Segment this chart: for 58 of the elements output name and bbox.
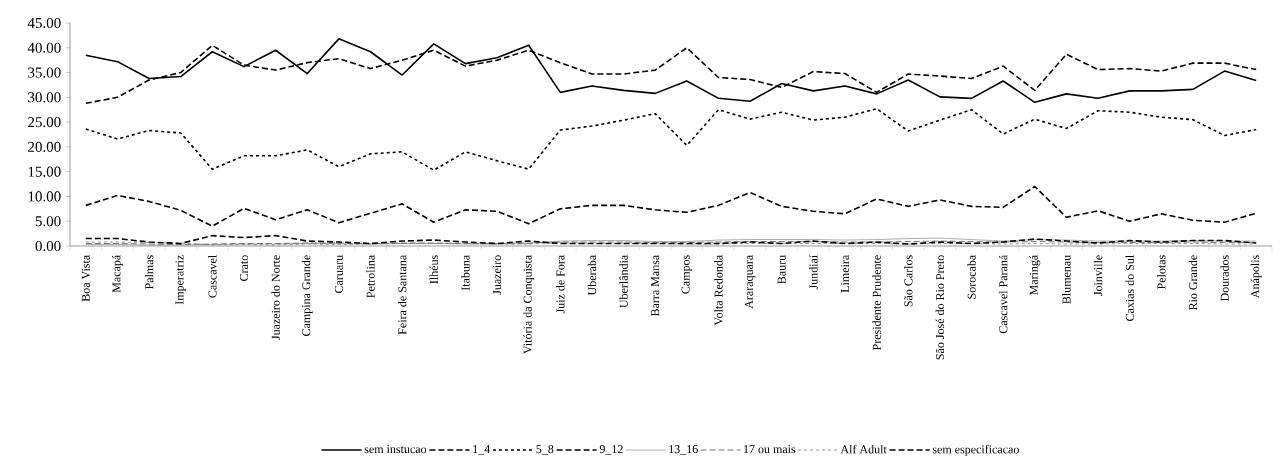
x-tick-label: Juazeiro do Norte — [271, 255, 280, 340]
x-tick-label: Petrolina — [366, 254, 375, 298]
x-tick-label: Maringá — [1029, 254, 1041, 296]
x-tick-label: Volta Redonda — [714, 254, 723, 326]
x-tick-label: Bauru — [777, 255, 786, 284]
legend-label: 17 ou mais — [744, 445, 796, 454]
y-tick-label: 10.00 — [28, 191, 61, 202]
x-tick-label: Vitória da Conquista — [523, 254, 535, 354]
x-tick-label: Presidente Prudente — [872, 255, 881, 351]
x-tick-label: Cascavel Paraná — [998, 254, 1008, 334]
x-tick-label: Itabuna — [461, 254, 470, 291]
x-tick-label: Limeira — [840, 254, 850, 293]
x-tick-label: Rio Grande — [1188, 255, 1198, 311]
y-tick-label: 30.00 — [28, 92, 61, 103]
y-tick-label: 0.00 — [35, 240, 61, 252]
x-tick-label: Macapá — [112, 254, 123, 293]
x-tick-label: São Carlos — [904, 255, 913, 307]
x-tick-label: Caxias do Sul — [1125, 255, 1134, 321]
x-tick-label: Imperatriz — [175, 255, 186, 305]
x-tick-label: Campina Grande — [301, 255, 313, 336]
x-tick-label: São José do Rio Preto — [935, 255, 945, 360]
x-tick-label: Joinville — [1093, 255, 1103, 296]
x-tick-label: Dourados — [1220, 255, 1229, 302]
legend-label: 9_12 — [599, 445, 623, 455]
line-series — [85, 185, 1257, 227]
x-tick-label: Barra Mansa — [651, 254, 660, 317]
y-tick-label: 40.00 — [27, 42, 61, 53]
y-tick-label: 15.00 — [28, 166, 61, 177]
x-tick-label: Caruaru — [334, 255, 343, 293]
x-tick-label: Uberlândia — [619, 254, 628, 308]
x-tick-label: Araraquara — [744, 254, 756, 309]
x-tick-label: Crato — [239, 255, 248, 281]
y-tick-label: 5.00 — [35, 216, 61, 227]
x-tick-label: Boa Vista — [81, 254, 90, 302]
x-tick-label: Uberaba — [587, 254, 597, 296]
x-tick-label: Pelotas — [1157, 255, 1166, 290]
y-tick-label: 20.00 — [28, 141, 61, 152]
x-tick-label: Campos — [681, 255, 693, 294]
y-tick-label: 25.00 — [28, 117, 61, 128]
x-tick-label: Palmas — [144, 255, 154, 290]
x-tick-label: Anápolis — [1250, 255, 1262, 299]
y-tick-label: 35.00 — [28, 67, 61, 78]
legend-label: 13_16 — [669, 445, 698, 455]
x-tick-label: Jundiaí — [809, 254, 818, 290]
x-tick-label: Feira de Santana — [397, 254, 407, 335]
x-tick-label: Juiz de Fora — [556, 254, 565, 314]
x-tick-label: Cascavel — [208, 255, 217, 298]
x-tick-label: Juazeiro — [493, 255, 502, 295]
legend-label: sem especificacao — [932, 444, 1019, 456]
line-series — [85, 107, 1257, 171]
legend-label: 5_8 — [536, 445, 554, 455]
y-tick-label: 45.00 — [27, 17, 61, 29]
legend-label: sem instucao — [364, 445, 427, 454]
x-tick-label: Ilhéus — [429, 255, 438, 284]
x-tick-label: Blumenau — [1062, 255, 1071, 304]
legend-label: Alf Adult — [840, 444, 887, 454]
legend-label: 1_4 — [473, 445, 491, 455]
x-tick-label: Sorocaba — [967, 254, 976, 299]
